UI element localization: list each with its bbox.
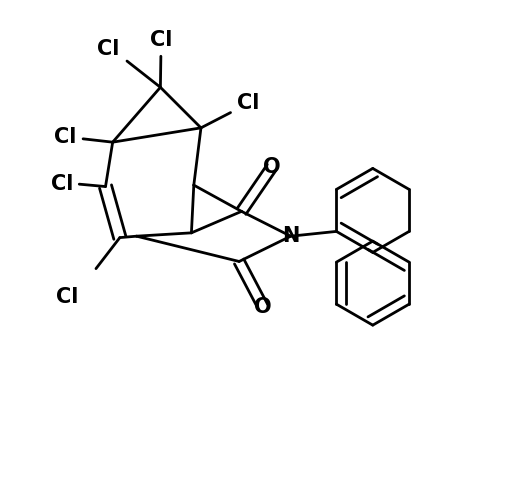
Text: Cl: Cl <box>238 93 260 113</box>
Text: O: O <box>254 297 272 317</box>
Text: N: N <box>282 226 299 246</box>
Text: Cl: Cl <box>56 287 78 307</box>
Text: Cl: Cl <box>52 174 74 194</box>
Text: O: O <box>263 157 280 178</box>
Text: Cl: Cl <box>54 127 76 147</box>
Text: Cl: Cl <box>97 39 119 59</box>
Text: Cl: Cl <box>150 30 173 49</box>
